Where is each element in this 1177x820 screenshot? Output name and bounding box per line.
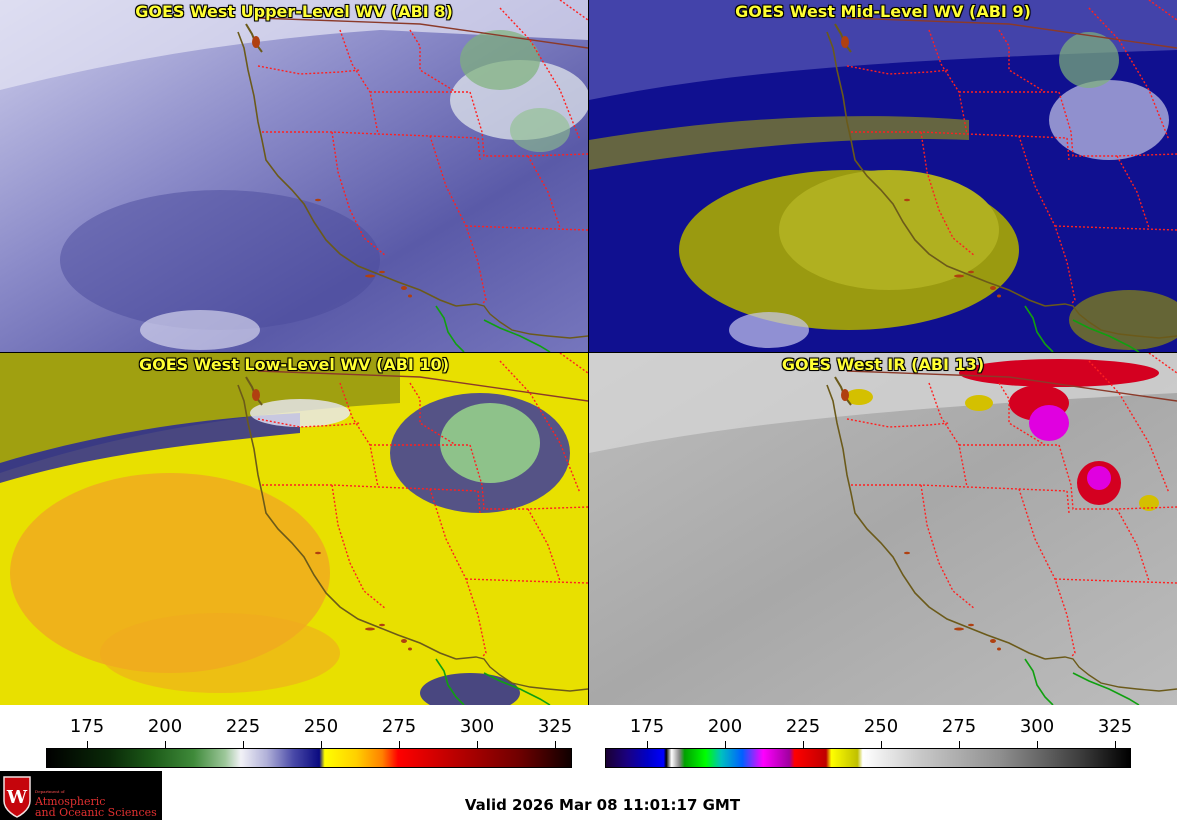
valid-time: Valid 2026 Mar 08 11:01:17 GMT: [464, 796, 741, 814]
ir-tick-mark: [881, 741, 882, 748]
ir-tick-mark: [1115, 741, 1116, 748]
wv-tick-label: 200: [147, 716, 183, 737]
ir-tick-mark: [647, 741, 648, 748]
svg-text:W: W: [6, 787, 28, 808]
ir-tick-label: 250: [863, 716, 899, 737]
wv-tick-label: 275: [381, 716, 417, 737]
wv-tick-mark: [87, 741, 88, 748]
ir-tick-label: 175: [629, 716, 665, 737]
wv-tick-mark: [477, 741, 478, 748]
ir-tick-mark: [959, 741, 960, 748]
wv-tick-label: 250: [303, 716, 339, 737]
wv-colorbar: [46, 748, 572, 768]
wv-tick-mark: [165, 741, 166, 748]
upper-level-wv-title: GOES West Upper-Level WV (ABI 8): [135, 2, 453, 21]
upper-level-wv-image: [0, 0, 588, 352]
ir-title: GOES West IR (ABI 13): [781, 355, 985, 374]
ir-panel: GOES West IR (ABI 13): [589, 353, 1177, 705]
upper-level-wv-panel: GOES West Upper-Level WV (ABI 8): [0, 0, 588, 352]
logo-dept-text: Department of: [35, 789, 65, 794]
ir-tick-label: 225: [785, 716, 821, 737]
ir-tick-mark: [803, 741, 804, 748]
wv-tick-mark: [399, 741, 400, 748]
logo-name-line2: and Oceanic Sciences: [35, 806, 157, 819]
low-level-wv-panel: GOES West Low-Level WV (ABI 10): [0, 353, 588, 705]
ir-tick-label: 200: [707, 716, 743, 737]
ir-colorbar: [605, 748, 1131, 768]
ir-tick-label: 325: [1097, 716, 1133, 737]
aos-logo: W Department of Atmospheric and Oceanic …: [0, 771, 162, 820]
low-level-wv-title: GOES West Low-Level WV (ABI 10): [138, 355, 449, 374]
wv-tick-label: 325: [537, 716, 573, 737]
wv-tick-mark: [243, 741, 244, 748]
ir-tick-label: 275: [941, 716, 977, 737]
uw-crest-icon: W: [3, 776, 31, 818]
logo-name-line1: Atmospheric: [35, 795, 106, 808]
wv-tick-label: 300: [459, 716, 495, 737]
wv-tick-label: 175: [69, 716, 105, 737]
mid-level-wv-title: GOES West Mid-Level WV (ABI 9): [735, 2, 1031, 21]
mid-level-wv-panel: GOES West Mid-Level WV (ABI 9): [589, 0, 1177, 352]
wv-tick-mark: [555, 741, 556, 748]
panel-divider-horizontal: [0, 352, 1177, 353]
ir-tick-mark: [725, 741, 726, 748]
ir-tick-mark: [1037, 741, 1038, 748]
wv-tick-mark: [321, 741, 322, 748]
ir-tick-label: 300: [1019, 716, 1055, 737]
mid-level-wv-image: [589, 0, 1177, 352]
ir-image: [589, 353, 1177, 705]
wv-tick-label: 225: [225, 716, 261, 737]
low-level-wv-image: [0, 353, 588, 705]
